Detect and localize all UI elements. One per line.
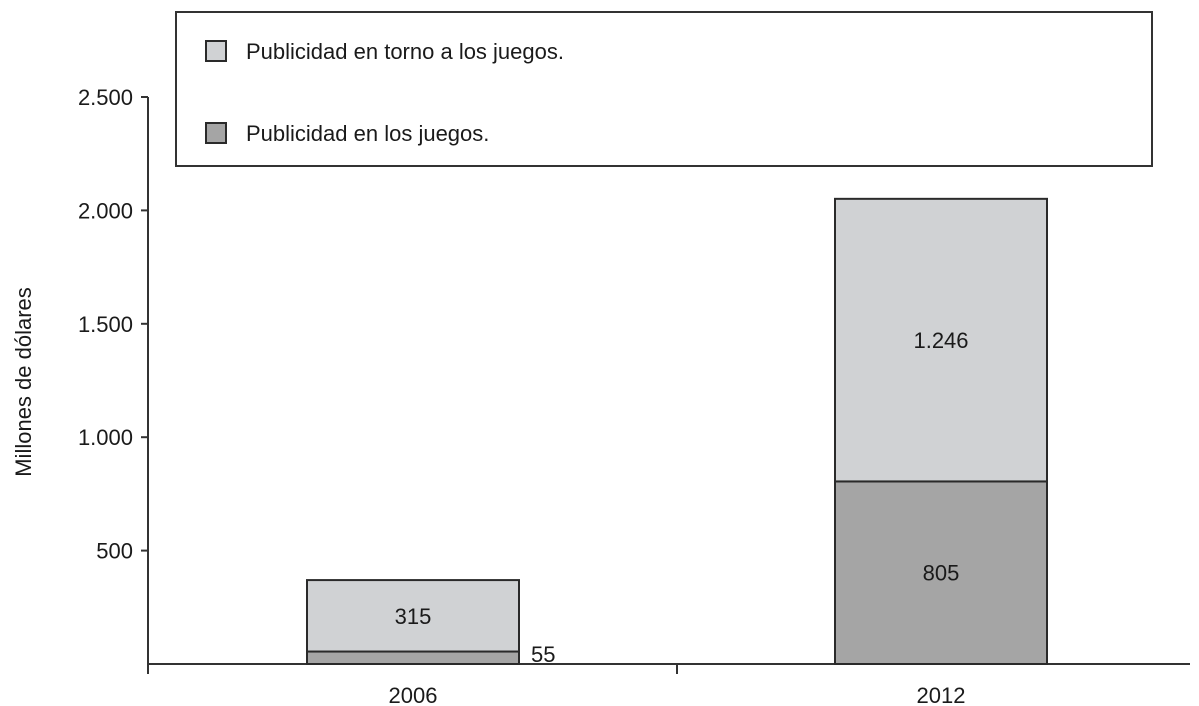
y-tick-label: 500 [96, 539, 133, 564]
data-label: 315 [395, 604, 432, 629]
y-axis: 500 1.000 1.500 2.000 2.500 [78, 85, 149, 664]
data-label: 55 [531, 642, 555, 667]
y-tick-label: 1.500 [78, 312, 133, 337]
data-label: 1.246 [913, 328, 968, 353]
legend: Publicidad en torno a los juegos. Publici… [175, 11, 1153, 167]
legend-label: Publicidad en los juegos. [246, 121, 489, 146]
bar-segment [306, 650, 520, 666]
bars: 55 315 805 1.246 [306, 197, 1048, 667]
y-axis-title: Millones de dólares [11, 287, 36, 477]
legend-label: Publicidad en torno a los juegos. [246, 39, 564, 64]
bar-segment [834, 197, 1048, 483]
legend-swatch [205, 40, 227, 62]
data-label: 805 [923, 561, 960, 586]
y-tick-label: 2.000 [78, 198, 133, 223]
y-tick-label: 2.500 [78, 85, 133, 110]
x-category-label: 2006 [389, 683, 438, 706]
legend-box [175, 11, 1153, 167]
y-tick-label: 1.000 [78, 425, 133, 450]
legend-items: Publicidad en torno a los juegos. Publici… [205, 39, 564, 146]
x-category-label: 2012 [917, 683, 966, 706]
x-axis: 2006 2012 [147, 663, 1190, 706]
bar-segment [306, 579, 520, 653]
legend-swatch [205, 122, 227, 144]
